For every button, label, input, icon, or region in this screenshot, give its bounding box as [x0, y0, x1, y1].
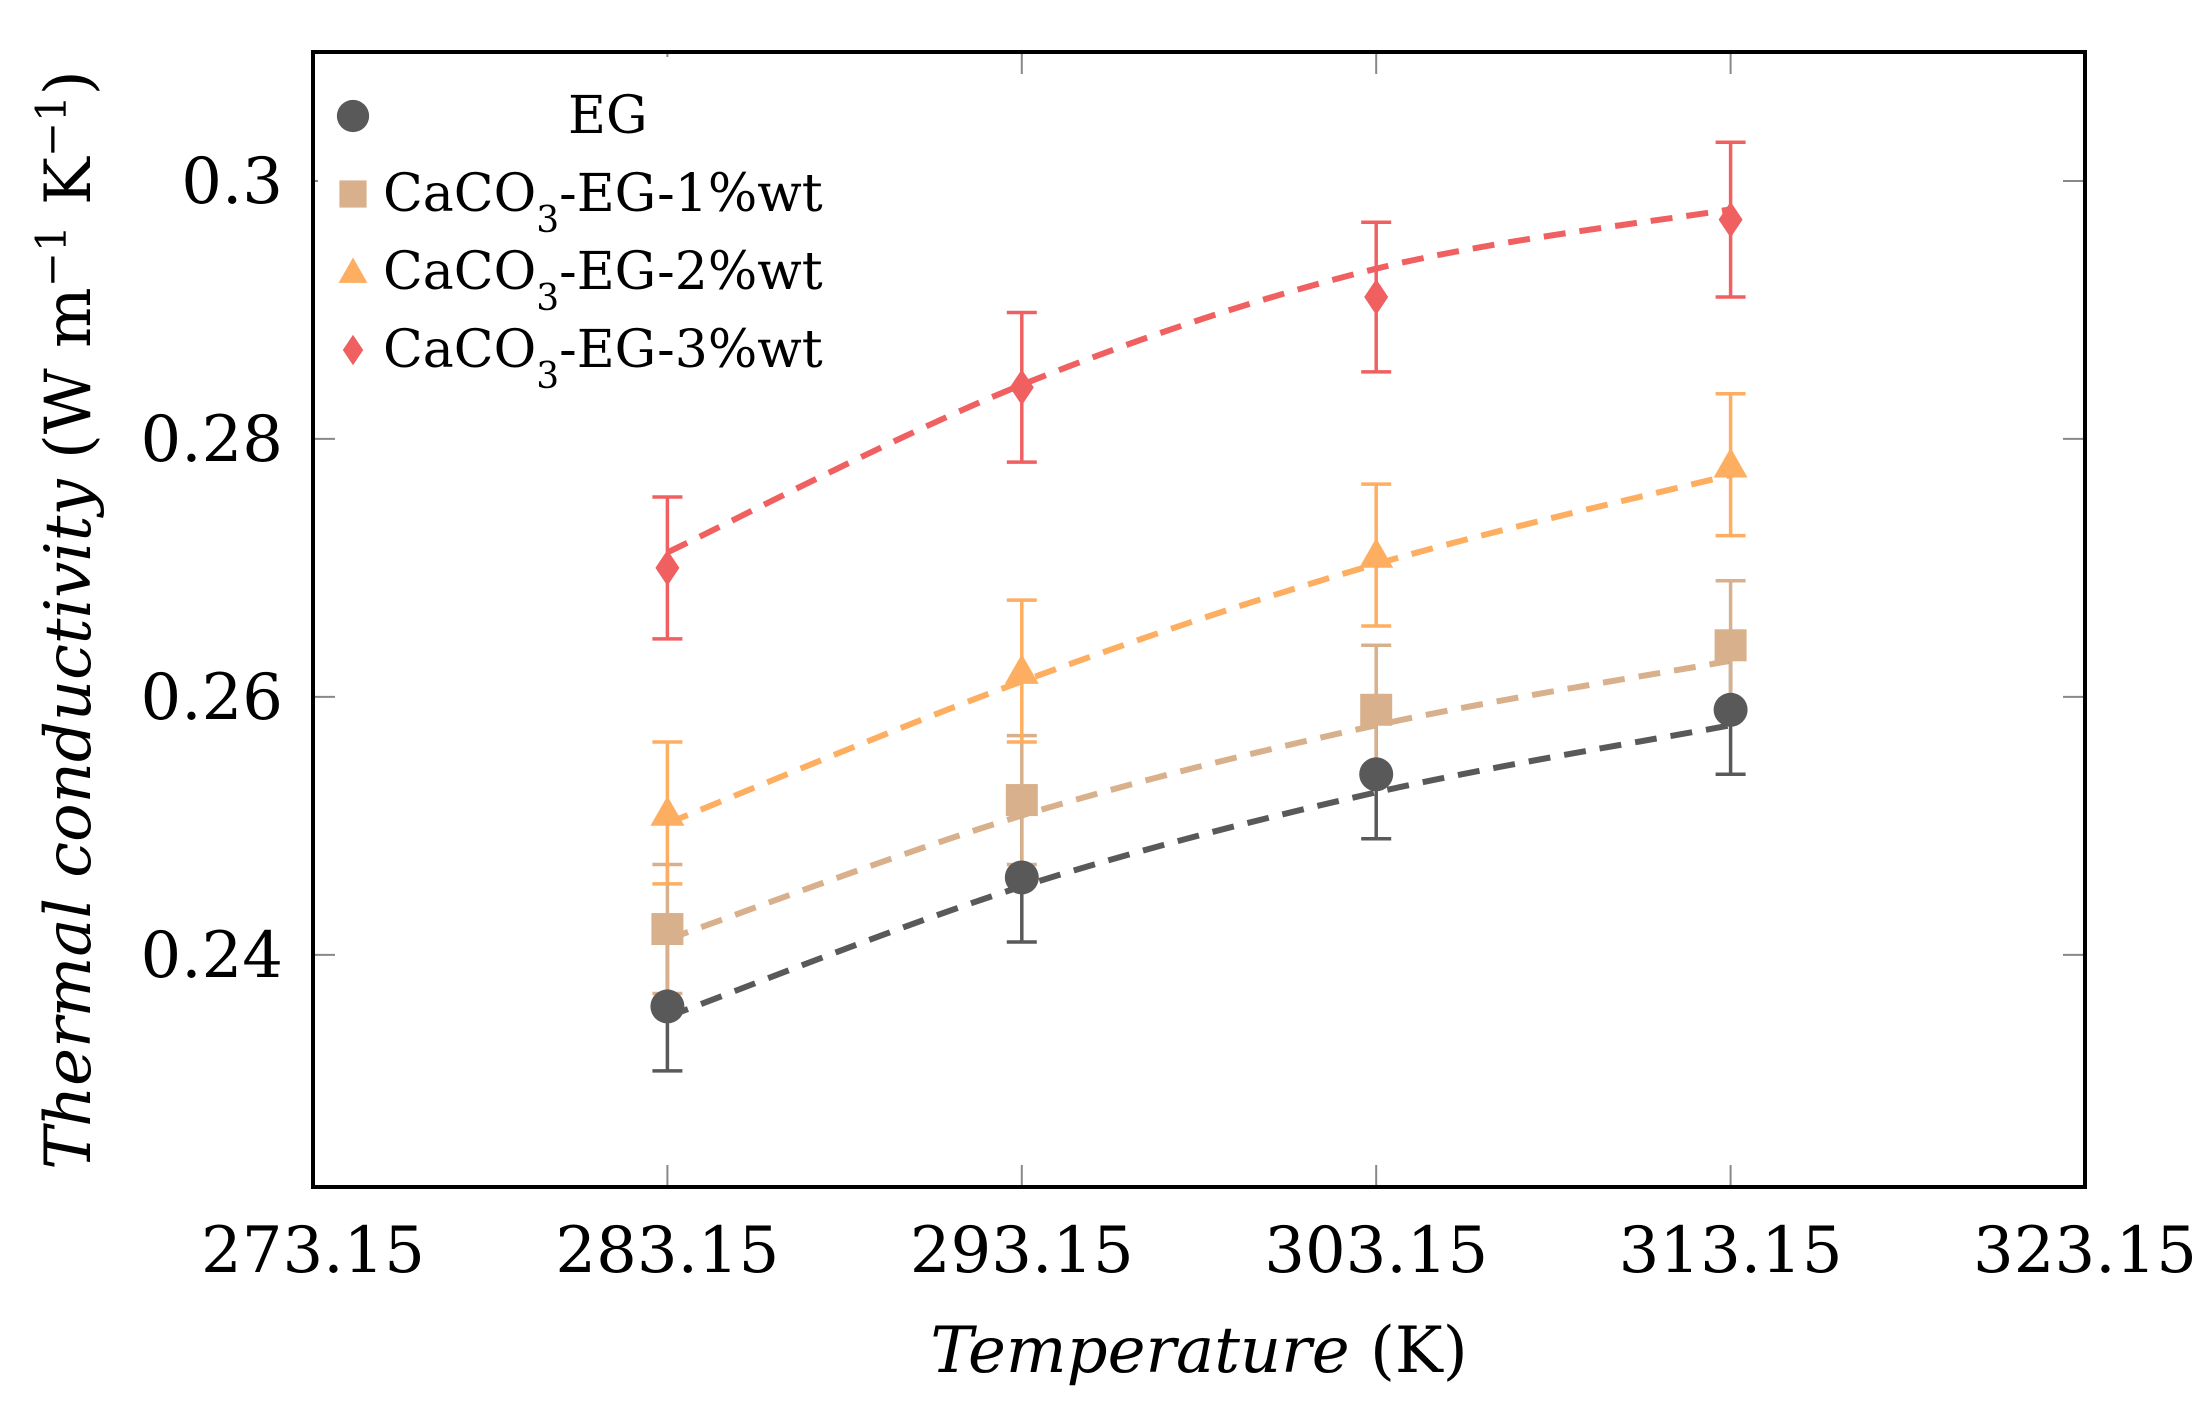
x-tick-label: 313.15 [1619, 1214, 1843, 1288]
data-point [1005, 784, 1038, 817]
data-point [651, 913, 684, 946]
legend-marker [342, 334, 364, 366]
x-tick-label: 303.15 [1264, 1214, 1488, 1288]
data-point [650, 989, 685, 1024]
data-point [1004, 654, 1039, 684]
plot-area-frame [311, 50, 2087, 1189]
y-tick-label: 0.28 [141, 403, 284, 477]
x-tick-label: 293.15 [910, 1214, 1134, 1288]
data-point [1359, 757, 1394, 792]
legend-label: EG [568, 86, 648, 146]
error-bars [652, 140, 1746, 1073]
y-axis-title: Thermal conductivity (W m−1 K−1) [27, 70, 107, 1169]
data-markers [650, 201, 1748, 1024]
legend-marker [339, 180, 367, 208]
data-point [1714, 629, 1747, 662]
data-point [1360, 693, 1393, 726]
legend: EG CaCO3-EG-1%wtCaCO3-EG-2%wtCaCO3-EG-3%w… [318, 57, 858, 405]
x-tick-label: 283.15 [555, 1214, 779, 1288]
y-tick-label: 0.24 [141, 919, 284, 993]
data-point [655, 549, 680, 586]
data-point [1718, 201, 1743, 238]
legend-background [318, 57, 858, 405]
legend-label: CaCO3-EG-2%wt [383, 242, 823, 319]
data-point [1364, 279, 1389, 316]
fit-curve-2 [666, 472, 1732, 827]
legend-marker [338, 257, 368, 283]
x-tick-label: 273.15 [201, 1214, 425, 1288]
data-point [1009, 369, 1034, 406]
y-tick-label: 0.26 [141, 661, 284, 735]
data-point [1713, 692, 1748, 727]
fit-curve-0 [666, 722, 1732, 1020]
x-tick-label: 323.15 [1973, 1214, 2197, 1288]
x-axis-title: Temperature (K) [930, 1314, 1467, 1388]
data-point [1004, 860, 1039, 895]
y-tick-label: 0.3 [181, 145, 283, 219]
legend-label: CaCO3-EG-1%wt [383, 164, 823, 241]
data-point [1359, 538, 1394, 568]
data-point [650, 795, 685, 826]
legend-marker [336, 99, 370, 133]
legend-label: CaCO3-EG-3%wt [383, 320, 823, 397]
fit-curve-1 [666, 657, 1732, 943]
ticks-layer: 273.15 283.15 293.15 303.15 313.15 323.15 0.24… [141, 52, 2197, 1288]
fit-curves [666, 206, 1732, 1020]
data-point [1713, 447, 1748, 478]
